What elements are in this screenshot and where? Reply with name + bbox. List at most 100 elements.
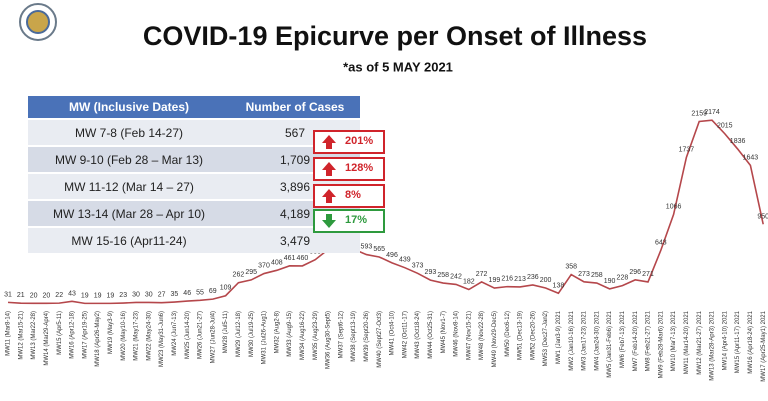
- x-tick-label: MW29 (Jul12-18): [236, 311, 242, 357]
- x-tick-label: MW2 (Jan10-16) 2021: [569, 310, 575, 370]
- data-label: 293: [425, 269, 437, 276]
- x-tick-label: MW18 (Apr26-May2): [95, 311, 101, 367]
- x-tick-label: MW12 (Mar15-21): [18, 311, 24, 360]
- x-tick-label: MW3 (Jan17-23) 2021: [582, 310, 588, 370]
- x-tick-label: MW51 (Dec13-19): [518, 311, 524, 360]
- x-tick-label: MW26 (Jun21-27): [198, 311, 204, 359]
- data-label: 138: [553, 282, 565, 289]
- change-badge: 17%: [313, 209, 385, 233]
- x-tick-label: MW13 (Mar28-Apr3) 2021: [710, 310, 716, 380]
- data-label: 20: [43, 292, 51, 299]
- x-tick-label: MW21 (May17-23): [134, 311, 140, 361]
- data-label: 1643: [743, 154, 759, 161]
- x-tick-label: MW44 (Oct25-31): [428, 311, 434, 359]
- data-label: 439: [399, 257, 411, 264]
- data-label: 272: [476, 271, 488, 278]
- x-tick-label: MW34 (Aug16-22): [300, 311, 306, 360]
- x-tick-label: MW42 (Oct11-17): [402, 311, 408, 358]
- down-arrow: [322, 214, 336, 228]
- data-label: 190: [604, 278, 616, 285]
- x-tick-label: MW5 (Jan31-Feb6) 2021: [607, 310, 613, 377]
- x-tick-label: MW47 (Nov15-21): [466, 311, 472, 360]
- data-label: 950: [757, 213, 768, 220]
- data-label: 182: [463, 279, 475, 286]
- x-tick-label: MW39 (Sept20-26): [364, 311, 370, 362]
- cell: MW 15-16 (Apr11-24): [28, 226, 230, 253]
- x-tick-label: MW50 (Dec6-12): [505, 311, 511, 357]
- x-tick-label: MW14 (Apr4-10) 2021: [722, 310, 728, 370]
- data-label: 109: [220, 285, 232, 292]
- data-label: 461: [284, 255, 296, 262]
- data-label: 236: [527, 274, 539, 281]
- x-tick-label: MW25 (Jun14-20): [185, 311, 191, 359]
- change-badge: 201%: [313, 130, 385, 154]
- x-tick-label: MW38 (Sept13-19): [351, 311, 357, 362]
- data-label: 23: [119, 292, 127, 299]
- cell: MW 11-12 (Mar 14 – 27): [28, 172, 230, 200]
- data-label: 216: [501, 276, 513, 283]
- x-tick-label: MW24 (Jun7-13): [172, 311, 178, 356]
- data-label: 565: [373, 246, 385, 253]
- x-tick-label: MW15 (Apr5-11): [57, 311, 63, 355]
- data-label: 643: [655, 239, 667, 246]
- data-label: 2159: [691, 110, 707, 117]
- x-tick-label: MW17 (Apr19-25): [82, 311, 88, 359]
- header: Number of Cases: [230, 96, 360, 119]
- data-label: 273: [578, 271, 590, 278]
- data-label: 31: [4, 291, 12, 298]
- x-tick-label: MW30 (Jul19-25): [249, 311, 255, 357]
- x-tick-label: MW15 (Apr11-17) 2021: [735, 310, 741, 373]
- change-label: 201%: [345, 135, 374, 147]
- change-badge: 128%: [313, 157, 385, 181]
- data-label: 19: [81, 292, 89, 299]
- x-tick-label: MW4 (Jan24-30) 2021: [594, 310, 600, 370]
- x-tick-label: MW49 (Nov29-Dec5): [492, 311, 498, 367]
- data-label: 593: [361, 244, 373, 251]
- x-tick-label: MW36 (Aug30-Sept5): [326, 311, 332, 369]
- up-arrow: [322, 189, 336, 203]
- summary-table: MW (Inclusive Dates) Number of Cases MW 7…: [28, 96, 360, 253]
- data-label: 21: [17, 292, 25, 299]
- data-label: 242: [450, 273, 462, 280]
- x-tick-label: MW48 (Nov22-28): [479, 311, 485, 360]
- up-arrow: [322, 162, 336, 176]
- data-label: 408: [271, 259, 283, 266]
- data-label: 262: [233, 272, 245, 279]
- data-label: 228: [617, 275, 629, 282]
- data-label: 27: [158, 292, 166, 299]
- cell: MW 9-10 (Feb 28 – Mar 13): [28, 145, 230, 173]
- x-tick-label: MW40 (Sept27-Oct3): [377, 311, 383, 368]
- change-badge: 8%: [313, 184, 385, 208]
- x-tick-label: MW11 (Mar8-14): [6, 311, 12, 356]
- x-tick-label: MW1 (Jan3-9) 2021: [556, 310, 562, 364]
- change-label: 8%: [345, 189, 361, 201]
- chart-title: COVID-19 Epicurve per Onset of Illness: [143, 21, 647, 51]
- data-label: 43: [68, 290, 76, 297]
- data-label: 199: [489, 277, 501, 284]
- x-tick-label: MW45 (Nov1-7): [441, 311, 447, 353]
- line: [7, 119, 764, 305]
- x-tick-label: MW53 (Dec27-Jan2): [543, 311, 549, 366]
- x-tick-label: MW32 (Aug2-8): [274, 311, 280, 353]
- data-label: 19: [94, 292, 102, 299]
- data-label: 370: [258, 263, 270, 270]
- x-tick-label: MW41 (Oct4-10): [390, 311, 396, 355]
- data-label: 358: [565, 264, 577, 271]
- x-tick-label: MW17 (Apr25-May1) 2021: [761, 310, 767, 381]
- data-label: 200: [540, 277, 552, 284]
- data-label: 30: [145, 291, 153, 298]
- x-tick-label: MW20 (May10-16): [121, 311, 127, 361]
- x-tick-label: MW22 (May24-30): [146, 311, 152, 361]
- subtitle: *as of 5 MAY 2021: [343, 59, 453, 74]
- header: MW (Inclusive Dates): [28, 96, 230, 119]
- x-tick-label: MW33 (Aug9-15): [287, 311, 293, 357]
- data-label: 22: [55, 292, 63, 299]
- x-tick-label: MW46 (Nov8-14): [454, 311, 460, 357]
- x-tick-label: MW52 (Dec20-26): [530, 311, 536, 360]
- data-label: 2174: [704, 109, 720, 116]
- up-arrow: [322, 135, 336, 149]
- cell: MW 7-8 (Feb 14-27): [28, 118, 230, 146]
- x-tick-label: MW6 (Feb7-13) 2021: [620, 310, 626, 368]
- data-label: 20: [30, 292, 38, 299]
